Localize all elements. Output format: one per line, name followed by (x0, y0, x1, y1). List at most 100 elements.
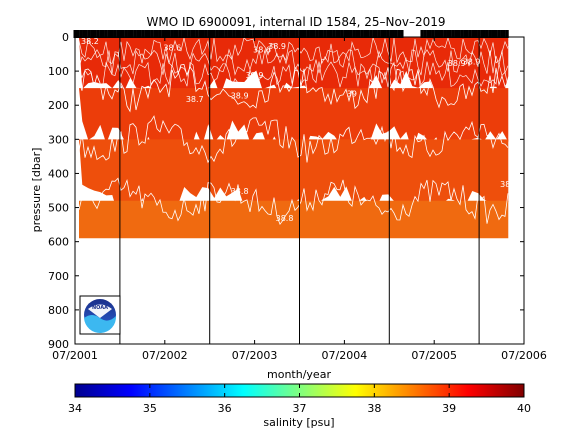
contour-label: 38.7 (186, 95, 204, 104)
x-tick-label: 07/2004 (322, 349, 368, 362)
profile-marker (209, 30, 213, 38)
profile-marker (283, 30, 287, 38)
profile-marker (118, 30, 122, 38)
profile-marker (389, 30, 393, 38)
contour-label: 38.9 (448, 59, 466, 68)
profile-marker (360, 30, 364, 38)
profile-marker (167, 30, 171, 38)
profile-marker (266, 30, 270, 38)
year-divider-lines (119, 37, 480, 344)
profile-marker (494, 30, 498, 38)
profile-marker (320, 30, 324, 38)
profile-marker (434, 30, 438, 38)
contour-label: 38.6 (163, 44, 181, 53)
profile-marker (326, 30, 330, 38)
y-tick-label: 600 (48, 236, 69, 249)
salinity-layer-38.7 (79, 200, 509, 239)
contour-label: 38.9 (231, 91, 249, 100)
profile-marker (480, 30, 484, 38)
profile-marker (448, 30, 452, 38)
profile-marker (255, 30, 259, 38)
profile-marker (400, 30, 404, 38)
contour-label: 38.6 (508, 40, 526, 49)
profile-marker (332, 30, 336, 38)
profile-marker (443, 30, 447, 38)
profile-marker (170, 30, 174, 38)
colorbar-tick-label: 40 (517, 402, 531, 415)
profile-marker (96, 30, 100, 38)
profile-marker (505, 30, 509, 38)
contour-label: 38.8 (500, 180, 518, 189)
plot-frame (74, 36, 525, 345)
profile-marker (377, 30, 381, 38)
profile-marker (87, 30, 91, 38)
colorbar: 34 35 36 37 38 39 40 salinity [psu] (68, 383, 531, 429)
x-axis-label: month/year (267, 368, 331, 381)
profile-marker (158, 30, 162, 38)
profile-marker (187, 30, 191, 38)
profile-marker (133, 30, 137, 38)
plot-area: 38.238.638.738.638.93938.938.838.938.838… (73, 30, 526, 345)
profile-marker (391, 30, 395, 38)
profile-marker (190, 30, 194, 38)
profile-marker (340, 30, 344, 38)
profile-marker (295, 30, 299, 38)
profile-marker (440, 30, 444, 38)
profile-marker (289, 30, 293, 38)
profile-marker (76, 30, 80, 38)
profile-marker (394, 30, 398, 38)
chart-title: WMO ID 6900091, internal ID 1584, 25–Nov… (147, 15, 446, 29)
profile-marker (93, 30, 97, 38)
profile-marker (474, 30, 478, 38)
noaa-logo: NOAA (79, 295, 121, 335)
y-tick-label: 100 (48, 65, 69, 78)
profile-marker (281, 30, 285, 38)
profile-marker (264, 30, 268, 38)
profile-marker (204, 30, 208, 38)
profile-marker (275, 30, 279, 38)
profile-marker (232, 30, 236, 38)
profile-marker (337, 30, 341, 38)
profile-marker (235, 30, 239, 38)
colorbar-tick-label: 39 (442, 402, 456, 415)
colorbar-tick-label: 37 (293, 402, 307, 415)
profile-marker (355, 30, 359, 38)
profile-marker (110, 30, 114, 38)
y-tick-label: 500 (48, 202, 69, 215)
profile-marker (372, 30, 376, 38)
profile-marker (323, 30, 327, 38)
colorbar-tick-label: 36 (218, 402, 232, 415)
profile-marker (215, 30, 219, 38)
profile-marker (352, 30, 356, 38)
profile-marker (446, 30, 450, 38)
colorbar-tick-label: 34 (68, 402, 82, 415)
x-axis: 07/2001 07/2002 07/2003 07/2004 07/2005 07/20… (52, 37, 547, 362)
profile-marker (218, 30, 222, 38)
profile-marker (175, 30, 179, 38)
colorbar-tick-label: 38 (367, 402, 381, 415)
y-tick-label: 900 (48, 338, 69, 351)
profile-marker (212, 30, 216, 38)
profile-marker (73, 30, 77, 38)
profile-marker (116, 30, 120, 38)
profile-marker (124, 30, 128, 38)
profile-marker (420, 30, 424, 38)
profile-marker (173, 30, 177, 38)
profile-marker (184, 30, 188, 38)
x-tick-label: 07/2006 (501, 349, 547, 362)
noaa-logo-text: NOAA (92, 305, 108, 311)
x-tick-label: 07/2003 (232, 349, 278, 362)
contour-label: 39 (347, 90, 357, 99)
profile-marker (463, 30, 467, 38)
profile-marker (380, 30, 384, 38)
profile-marker (101, 30, 105, 38)
profile-marker (298, 30, 302, 38)
profile-marker (229, 30, 233, 38)
profile-marker (178, 30, 182, 38)
contour-label: 38.2 (81, 37, 99, 46)
contour-label: 38.8 (276, 214, 294, 223)
salinity-layer-38.8 (79, 139, 509, 218)
y-axis: 0 100 200 300 400 500 600 700 800 900 (48, 31, 524, 351)
profile-marker (198, 30, 202, 38)
